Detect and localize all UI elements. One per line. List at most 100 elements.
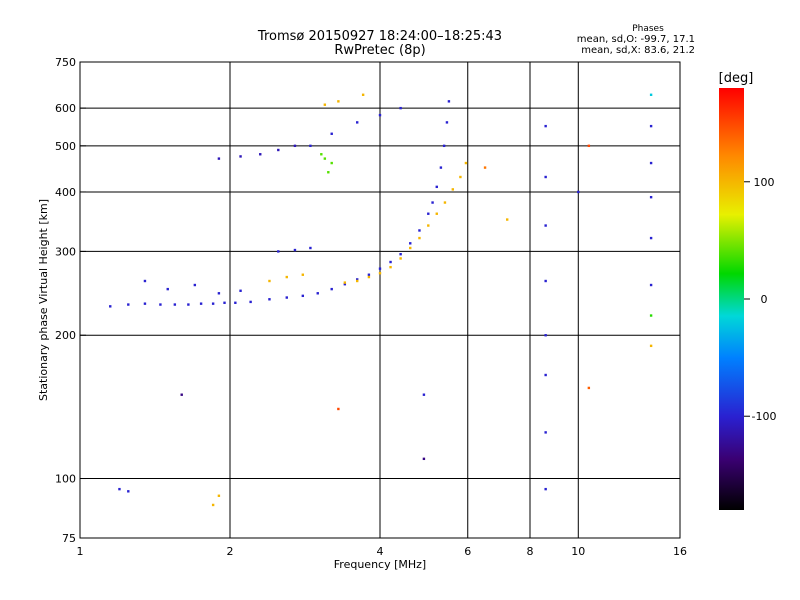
- y-tick-label: 500: [55, 140, 76, 153]
- data-point: [649, 283, 653, 287]
- data-point: [649, 236, 653, 240]
- data-point: [367, 273, 371, 276]
- data-point: [217, 157, 221, 160]
- colorbar-label: [deg]: [719, 71, 754, 86]
- data-point: [337, 100, 340, 103]
- data-point: [323, 103, 327, 106]
- data-point: [361, 93, 365, 96]
- data-point: [109, 305, 112, 308]
- x-tick-label: 10: [571, 545, 585, 558]
- data-point: [343, 281, 347, 284]
- data-point: [649, 344, 653, 348]
- data-point: [330, 161, 333, 165]
- colorbar-tick-label: -100: [752, 410, 777, 423]
- data-point: [443, 201, 447, 204]
- data-point: [587, 144, 591, 148]
- data-point: [544, 224, 547, 227]
- data-point: [199, 302, 203, 305]
- data-point: [193, 283, 197, 287]
- data-point: [447, 100, 451, 103]
- data-point: [285, 275, 288, 279]
- data-point: [389, 260, 392, 264]
- x-tick-label: 16: [673, 545, 687, 558]
- data-point: [127, 303, 130, 306]
- x-tick-label: 1: [77, 545, 84, 558]
- data-point: [459, 175, 462, 179]
- data-point: [337, 407, 340, 411]
- data-point: [399, 257, 402, 260]
- data-point: [544, 124, 547, 128]
- data-point: [649, 124, 653, 128]
- data-point: [367, 275, 371, 279]
- data-point: [649, 93, 653, 96]
- data-point: [301, 294, 305, 298]
- data-point: [159, 303, 162, 306]
- data-point: [355, 121, 359, 124]
- data-point: [464, 161, 468, 165]
- y-tick-label: 600: [55, 102, 76, 115]
- data-point: [293, 248, 297, 252]
- data-point: [409, 246, 412, 250]
- y-axis-ticks: 75 100 200 300 400 500 600 750: [55, 56, 86, 545]
- data-point: [445, 121, 449, 124]
- data-point: [435, 212, 438, 215]
- data-point: [234, 301, 237, 304]
- data-point: [217, 292, 221, 295]
- data-point: [544, 487, 547, 491]
- x-tick-label: 2: [227, 545, 234, 558]
- data-point: [330, 287, 333, 291]
- x-axis-label: Frequency [MHz]: [334, 558, 426, 571]
- data-point: [355, 278, 359, 281]
- data-point: [309, 246, 312, 250]
- chart-subtitle: RwPretec (8p): [334, 43, 425, 58]
- data-point: [143, 279, 147, 283]
- data-point: [544, 279, 547, 283]
- data-point: [544, 175, 547, 179]
- data-point: [143, 302, 147, 305]
- data-point: [327, 171, 330, 174]
- data-point: [330, 132, 333, 135]
- data-point: [418, 236, 421, 240]
- data-point: [343, 283, 347, 286]
- y-axis-label: Stationary phase Virtual Height [km]: [37, 199, 50, 401]
- data-point: [320, 153, 323, 156]
- stats-title: Phases: [632, 24, 664, 34]
- colorbar-tick-label: 100: [754, 176, 775, 189]
- data-point: [277, 148, 280, 152]
- data-point: [239, 155, 242, 158]
- x-axis-ticks: 1 2 4 6 8 10 16: [77, 545, 688, 558]
- data-point: [249, 300, 252, 304]
- data-point: [427, 224, 430, 227]
- y-tick-label: 200: [55, 329, 76, 342]
- stats-x: mean, sd,X: 83.6, 21.2: [581, 45, 695, 56]
- data-point: [187, 303, 190, 306]
- data-point: [431, 201, 434, 204]
- data-point: [268, 279, 271, 283]
- data-point: [378, 113, 382, 117]
- data-point: [399, 252, 402, 256]
- data-point: [439, 166, 443, 169]
- data-point: [577, 190, 580, 194]
- x-tick-label: 6: [464, 545, 471, 558]
- colorbar: [719, 88, 744, 510]
- data-point: [544, 373, 547, 377]
- data-point: [180, 393, 183, 396]
- data-point: [422, 393, 426, 396]
- chart-title: Tromsø 20150927 18:24:00–18:25:43: [257, 29, 502, 44]
- x-tick-label: 8: [527, 545, 534, 558]
- data-point: [316, 292, 319, 295]
- data-point: [323, 157, 327, 160]
- data-point: [239, 289, 242, 292]
- y-tick-label: 300: [55, 245, 76, 258]
- data-point: [268, 298, 271, 301]
- y-tick-label: 400: [55, 186, 76, 199]
- data-point: [649, 195, 653, 199]
- data-point: [293, 144, 297, 148]
- data-point: [544, 334, 547, 337]
- data-point: [649, 161, 653, 165]
- data-point: [649, 314, 653, 317]
- data-point: [211, 503, 215, 507]
- data-point: [166, 287, 169, 291]
- data-point: [399, 106, 402, 110]
